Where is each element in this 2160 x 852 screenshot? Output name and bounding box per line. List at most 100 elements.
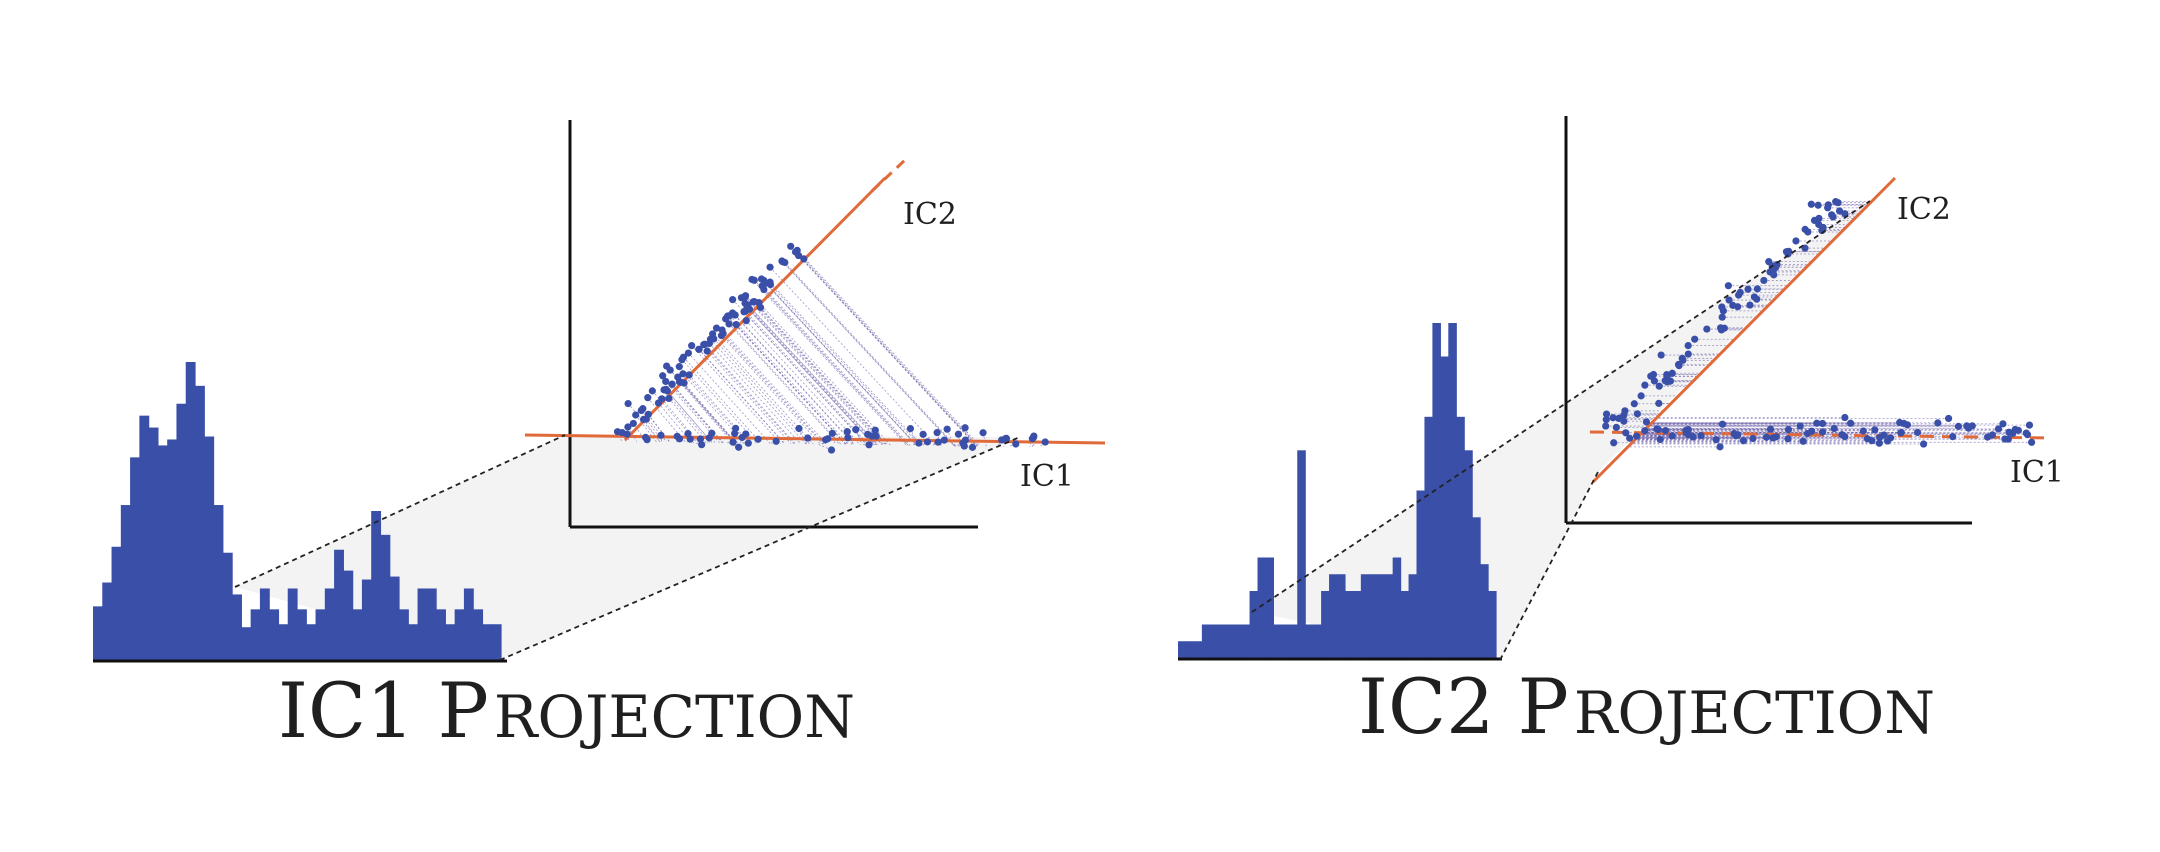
histogram-bar	[334, 549, 344, 660]
data-point	[1760, 276, 1768, 285]
data-point	[657, 431, 665, 439]
data-point	[659, 372, 667, 380]
data-point	[1999, 420, 2007, 428]
data-point	[648, 387, 656, 395]
histogram-bar	[148, 427, 159, 660]
data-point	[1630, 400, 1638, 408]
histogram-bar	[1257, 557, 1267, 658]
data-point	[1815, 220, 1823, 229]
histogram-bar	[426, 588, 437, 660]
data-point	[731, 311, 739, 319]
data-point	[1919, 440, 1928, 448]
histogram-bar	[222, 552, 233, 660]
title-small-caps: ROJECTION	[494, 683, 855, 751]
projection-link	[746, 307, 875, 446]
histogram-bar	[1241, 624, 1251, 658]
data-point	[961, 424, 969, 432]
projection-link	[754, 280, 909, 446]
data-point	[827, 446, 836, 454]
data-point	[954, 430, 963, 438]
projection-link	[765, 282, 917, 446]
projection-link	[688, 352, 771, 444]
data-point	[1712, 436, 1720, 444]
component-lines	[524, 158, 1106, 445]
data-point	[708, 429, 716, 437]
data-point	[1697, 432, 1705, 440]
data-point	[933, 428, 941, 437]
histogram-bar	[1400, 591, 1410, 658]
histogram-bar	[1368, 574, 1378, 658]
data-point	[1968, 422, 1976, 430]
data-point	[864, 430, 872, 438]
data-point	[1653, 425, 1661, 433]
data-point	[1875, 439, 1883, 447]
data-point	[923, 438, 932, 446]
data-point	[686, 435, 694, 443]
data-point	[1815, 214, 1823, 222]
data-point	[624, 399, 632, 408]
data-point	[1612, 423, 1620, 432]
ic1-projection-panel: IC2 IC1 IC1 P ROJECTION	[93, 120, 1106, 755]
data-point	[1725, 296, 1733, 304]
projection-link	[782, 261, 955, 447]
data-point	[1744, 285, 1752, 293]
data-point	[2005, 428, 2013, 436]
data-point	[1753, 285, 1761, 293]
data-point	[749, 298, 757, 306]
data-point	[1703, 325, 1711, 333]
projection-link	[761, 278, 917, 446]
histogram-bar	[1313, 624, 1322, 658]
data-point	[804, 434, 812, 442]
histogram-bar	[297, 609, 307, 660]
projection-link	[680, 381, 735, 444]
projection-link	[874, 430, 882, 446]
data-point	[1739, 437, 1748, 445]
data-point	[639, 405, 647, 413]
histogram-bar	[1488, 591, 1497, 658]
data-point	[793, 246, 801, 254]
ic2-axis-label: IC2	[903, 197, 957, 232]
histogram-bar	[1416, 490, 1426, 658]
ic2-histogram	[1178, 323, 1502, 661]
histogram-bar	[157, 445, 168, 660]
histogram-bar	[473, 609, 484, 660]
data-point	[1871, 426, 1879, 434]
data-point	[1765, 258, 1773, 266]
data-point	[852, 425, 860, 434]
data-point	[1678, 354, 1686, 362]
data-point	[678, 356, 686, 364]
projection-link	[798, 428, 807, 445]
data-point	[1954, 422, 1963, 431]
histogram-bar	[287, 588, 298, 660]
projection-link	[683, 356, 762, 444]
histogram-bar	[213, 505, 224, 660]
data-point	[1766, 425, 1775, 433]
data-point	[729, 296, 737, 304]
panel-title: IC2 P ROJECTION	[1358, 662, 1935, 751]
projection-link	[749, 308, 875, 446]
histogram-bar	[1384, 574, 1394, 658]
data-point	[742, 317, 750, 325]
histogram-bar	[93, 606, 103, 660]
data-point	[906, 425, 915, 433]
data-point	[1784, 435, 1792, 443]
histogram-bar	[1337, 574, 1346, 658]
data-point	[1641, 381, 1649, 389]
histogram-bar	[250, 609, 261, 660]
data-point	[943, 425, 951, 433]
data-point	[1784, 426, 1793, 434]
data-point	[1994, 425, 2003, 433]
data-point	[1792, 237, 1800, 245]
data-point	[1949, 433, 1957, 441]
histogram-bar	[204, 436, 215, 660]
title-cap: P	[438, 666, 489, 755]
data-point	[2001, 435, 2009, 443]
data-point	[1657, 351, 1665, 359]
data-point	[979, 429, 987, 437]
data-point	[1684, 350, 1692, 358]
projection-link	[645, 418, 664, 443]
histogram-bar	[1185, 641, 1195, 658]
histogram-bar	[1233, 624, 1243, 658]
histogram-bar	[1456, 416, 1465, 658]
data-point	[1602, 416, 1610, 424]
